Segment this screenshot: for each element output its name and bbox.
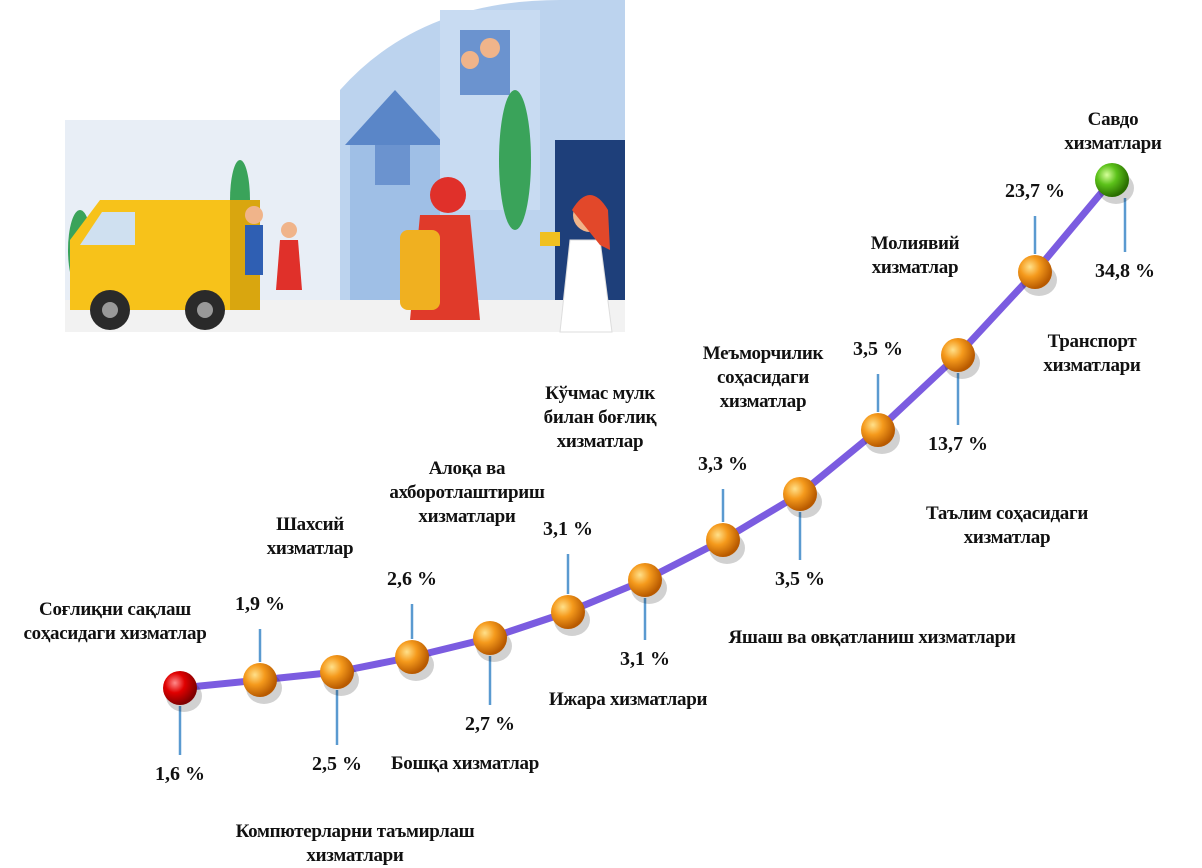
illustration [65, 0, 625, 332]
value-label: 2,6 % [387, 568, 437, 591]
category-label: Шахсий хизматлар [267, 513, 354, 561]
value-label: 3,5 % [853, 338, 903, 361]
category-label: Компютерларни таъмирлаш хизматлари [236, 820, 475, 868]
category-label: Алоқа ва ахборотлаштириш хизматлари [389, 457, 544, 528]
value-label: 3,1 % [543, 518, 593, 541]
value-label: 1,9 % [235, 593, 285, 616]
ball [783, 477, 817, 511]
ball [706, 523, 740, 557]
category-label: Ижара хизматлари [549, 688, 707, 712]
ball [551, 595, 585, 629]
ball [941, 338, 975, 372]
value-label: 2,5 % [312, 753, 362, 776]
ball [1018, 255, 1052, 289]
ball [628, 563, 662, 597]
category-label: Яшаш ва овқатланиш хизматлари [729, 626, 1016, 650]
value-label: 3,3 % [698, 453, 748, 476]
value-label: 13,7 % [928, 433, 988, 456]
ball [1095, 163, 1129, 197]
ball [473, 621, 507, 655]
category-label: Соғлиқни сақлаш соҳасидаги хизматлар [24, 598, 207, 646]
ball [320, 655, 354, 689]
category-label: Савдо хизматлари [1064, 108, 1161, 156]
category-label: Бошқа хизматлар [391, 752, 539, 776]
category-label: Молиявий хизматлар [871, 232, 960, 280]
category-label: Транспорт хизматлари [1043, 330, 1140, 378]
category-label: Таълим соҳасидаги хизматлар [910, 502, 1105, 550]
value-label: 23,7 % [1005, 180, 1065, 203]
ball [395, 640, 429, 674]
ball [163, 671, 197, 705]
category-label: Кўчмас мулк билан боғлиқ хизматлар [544, 382, 657, 453]
ball [861, 413, 895, 447]
value-label: 2,7 % [465, 713, 515, 736]
category-label: Меъморчилик соҳасидаги хизматлар [703, 342, 823, 413]
ball [243, 663, 277, 697]
value-label: 3,1 % [620, 648, 670, 671]
value-label: 3,5 % [775, 568, 825, 591]
value-label: 34,8 % [1095, 260, 1155, 283]
page: {"points": [ {"name": "Соғлиқни сақлаш\n… [0, 0, 1202, 864]
value-label: 1,6 % [155, 763, 205, 786]
